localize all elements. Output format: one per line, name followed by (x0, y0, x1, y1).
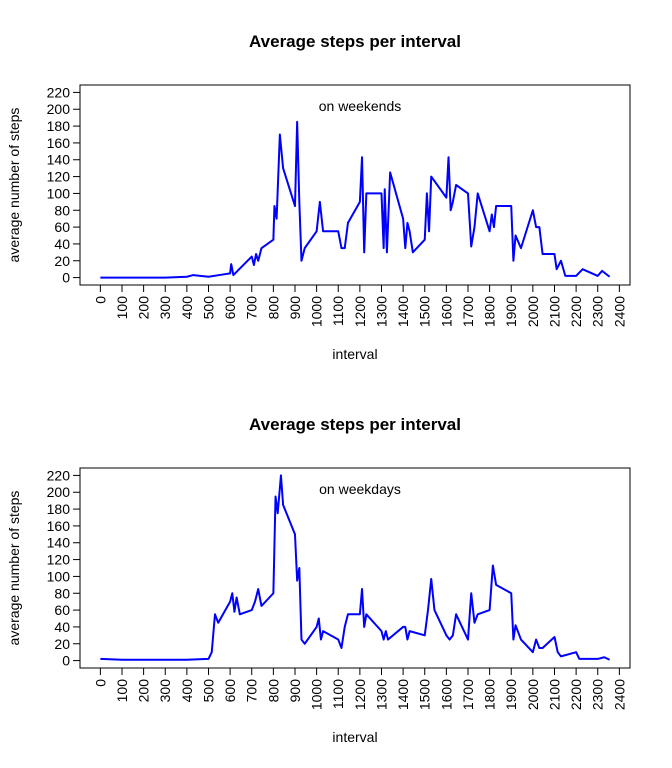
x-tick-label: 1100 (330, 679, 346, 709)
y-tick-label: 160 (47, 518, 71, 534)
x-tick-label: 300 (157, 679, 173, 703)
x-tick-label: 1700 (460, 296, 476, 327)
y-tick-label: 20 (54, 253, 70, 269)
x-tick-label: 500 (200, 296, 216, 320)
plot-box (79, 467, 631, 669)
x-tick-label: 2400 (611, 296, 627, 327)
x-tick-label: 2000 (525, 296, 541, 327)
y-tick-label: 20 (54, 636, 70, 652)
y-tick-label: 140 (47, 152, 71, 168)
x-tick-label: 2300 (590, 679, 606, 710)
x-tick-label: 900 (287, 679, 303, 703)
x-tick-label: 1800 (482, 679, 498, 710)
y-tick-label: 140 (47, 535, 71, 551)
x-tick-label: 2200 (568, 296, 584, 327)
x-tick-label: 1200 (352, 679, 368, 710)
y-tick-label: 200 (47, 101, 71, 117)
y-tick-label: 160 (47, 135, 71, 151)
x-tick-label: 2400 (611, 679, 627, 710)
annotation: on weekends (319, 98, 402, 114)
x-tick-label: 700 (244, 679, 260, 703)
y-tick-label: 120 (47, 552, 71, 568)
y-tick-label: 180 (47, 501, 71, 517)
x-tick-label: 1200 (352, 296, 368, 327)
y-tick-label: 60 (54, 219, 70, 235)
y-axis-label: average number of steps (6, 491, 22, 646)
x-tick-label: 0 (92, 679, 108, 687)
y-tick-label: 80 (54, 202, 70, 218)
y-tick-label: 100 (47, 185, 71, 201)
x-tick-label: 400 (179, 679, 195, 703)
x-tick-label: 1100 (330, 296, 346, 326)
x-tick-label: 1900 (503, 296, 519, 327)
x-tick-label: 100 (114, 296, 130, 320)
y-tick-label: 60 (54, 602, 70, 618)
y-tick-label: 40 (54, 619, 70, 635)
x-tick-label: 200 (136, 679, 152, 703)
x-tick-label: 1900 (503, 679, 519, 710)
annotation: on weekdays (319, 481, 401, 497)
x-tick-label: 600 (222, 296, 238, 320)
x-tick-label: 1000 (309, 296, 325, 327)
x-tick-label: 500 (200, 679, 216, 703)
x-tick-label: 1400 (395, 679, 411, 710)
x-tick-label: 1500 (417, 679, 433, 710)
y-tick-label: 0 (62, 270, 70, 286)
x-tick-label: 2100 (546, 296, 562, 327)
x-tick-label: 1500 (417, 296, 433, 327)
x-tick-label: 200 (136, 296, 152, 320)
x-tick-label: 2100 (546, 679, 562, 710)
x-tick-label: 1300 (373, 296, 389, 327)
x-tick-label: 0 (92, 296, 108, 304)
y-tick-label: 120 (47, 169, 71, 185)
x-tick-label: 2300 (590, 296, 606, 327)
data-line (100, 474, 611, 661)
x-tick-label: 600 (222, 679, 238, 703)
y-tick-label: 0 (62, 653, 70, 669)
x-tick-label: 400 (179, 296, 195, 320)
y-tick-label: 40 (54, 236, 70, 252)
x-tick-label: 800 (265, 296, 281, 320)
x-tick-label: 900 (287, 296, 303, 320)
x-tick-label: 1300 (373, 679, 389, 710)
x-tick-label: 1600 (438, 296, 454, 327)
x-axis-label: interval (332, 729, 377, 745)
y-tick-label: 200 (47, 484, 71, 500)
y-axis-label: average number of steps (6, 108, 22, 263)
x-tick-label: 100 (114, 679, 130, 703)
x-axis-label: interval (332, 346, 377, 362)
chart-title: Average steps per interval (249, 32, 461, 51)
y-tick-label: 180 (47, 118, 71, 134)
y-tick-label: 80 (54, 585, 70, 601)
x-tick-label: 2000 (525, 679, 541, 710)
x-tick-label: 800 (265, 679, 281, 703)
plot-box (79, 84, 631, 286)
x-tick-label: 1800 (482, 296, 498, 327)
data-line (100, 120, 611, 279)
y-tick-label: 220 (47, 467, 71, 483)
x-tick-label: 1600 (438, 679, 454, 710)
x-tick-label: 300 (157, 296, 173, 320)
chart-title: Average steps per interval (249, 415, 461, 434)
x-tick-label: 1000 (309, 679, 325, 710)
y-tick-label: 220 (47, 84, 71, 100)
y-tick-label: 100 (47, 568, 71, 584)
x-tick-label: 700 (244, 296, 260, 320)
x-tick-label: 2200 (568, 679, 584, 710)
x-tick-label: 1700 (460, 679, 476, 710)
x-tick-label: 1400 (395, 296, 411, 327)
